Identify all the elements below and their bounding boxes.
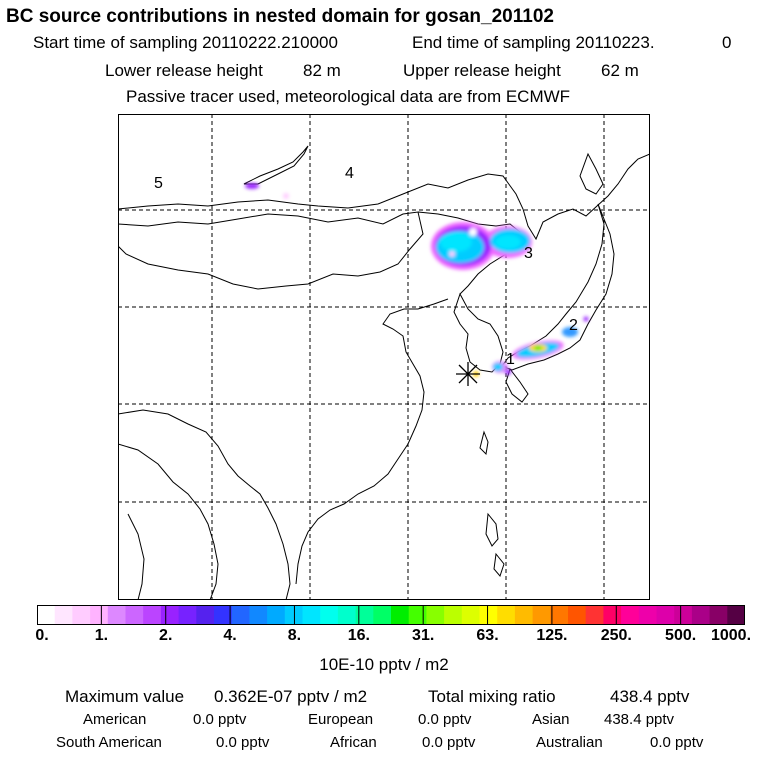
colorbar-cell bbox=[497, 605, 516, 625]
colorbar-cell bbox=[284, 605, 303, 625]
colorbar-cell bbox=[125, 605, 144, 625]
source-name-european: European bbox=[308, 711, 374, 728]
region-label-3: 3 bbox=[524, 245, 533, 262]
colorbar-cell bbox=[337, 605, 357, 625]
colorbar-tick-label: 125. bbox=[536, 627, 568, 644]
colorbar-tick-label: 4. bbox=[223, 627, 237, 644]
source-value-south-american: 0.0 pptv bbox=[216, 734, 270, 751]
plot-title: BC source contributions in nested domain… bbox=[6, 6, 554, 27]
colorbar-cell bbox=[214, 605, 233, 625]
colorbar-cell bbox=[302, 605, 321, 625]
source-name-south-american: South American bbox=[56, 734, 162, 751]
colorbar-cell bbox=[54, 605, 73, 625]
colorbar-cell bbox=[231, 605, 250, 625]
colorbar-tick-label: 0. bbox=[35, 627, 49, 644]
max-value: 0.362E-07 pptv / m2 bbox=[214, 687, 368, 706]
colorbar-cell bbox=[426, 605, 445, 625]
source-name-australian: Australian bbox=[536, 734, 603, 751]
region-label-4: 4 bbox=[345, 165, 354, 182]
colorbar-cell bbox=[196, 605, 215, 625]
colorbar-tick-label: 63. bbox=[476, 627, 499, 644]
source-name-african: African bbox=[330, 734, 377, 751]
source-value-european: 0.0 pptv bbox=[418, 711, 472, 728]
colorbar-cell bbox=[107, 605, 126, 625]
colorbar-cell bbox=[444, 605, 463, 625]
colorbar-cell bbox=[514, 605, 534, 625]
source-value-australian: 0.0 pptv bbox=[650, 734, 704, 751]
max-label: Maximum value bbox=[65, 687, 185, 706]
colorbar-tick-label: 16. bbox=[347, 627, 370, 644]
source-value-asian: 438.4 pptv bbox=[604, 711, 675, 728]
colorbar-cell bbox=[267, 605, 286, 625]
colorbar-tick-label: 31. bbox=[412, 627, 435, 644]
receptor-star-icon bbox=[456, 362, 480, 386]
colorbar-cell bbox=[72, 605, 91, 625]
colorbar-tick-label: 1000. bbox=[710, 627, 752, 644]
colorbar-cell bbox=[249, 605, 268, 625]
colorbar-cell bbox=[603, 605, 622, 625]
tracer-note: Passive tracer used, meteorological data… bbox=[126, 87, 571, 106]
colorbar-cell bbox=[37, 605, 56, 625]
colorbar-cell bbox=[550, 605, 569, 625]
colorbar-cell bbox=[355, 605, 374, 625]
region-label-1: 1 bbox=[506, 351, 515, 368]
colorbar-cell bbox=[160, 605, 180, 625]
colorbar-units: 10E-10 pptv / m2 bbox=[319, 655, 449, 674]
colorbar-cell bbox=[727, 605, 746, 625]
start-time: Start time of sampling 20110222.210000 bbox=[33, 33, 338, 52]
colorbar-cell bbox=[691, 605, 711, 625]
colorbar-cell bbox=[143, 605, 162, 625]
colorbar-cell bbox=[408, 605, 427, 625]
total-label: Total mixing ratio bbox=[428, 687, 556, 706]
source-map: 5 4 3 2 1 bbox=[118, 114, 650, 600]
colorbar-tick-label: 2. bbox=[159, 627, 173, 644]
colorbar-outline bbox=[37, 605, 745, 625]
colorbar-cell bbox=[674, 605, 693, 625]
source-name-american: American bbox=[83, 711, 147, 728]
colorbar bbox=[37, 605, 746, 625]
colorbar-cell bbox=[585, 605, 604, 625]
colorbar-cell bbox=[709, 605, 728, 625]
region-label-5: 5 bbox=[154, 175, 163, 192]
grid-lines bbox=[118, 114, 650, 600]
source-value-american: 0.0 pptv bbox=[193, 711, 247, 728]
colorbar-cell bbox=[461, 605, 480, 625]
colorbar-tick-label: 500. bbox=[665, 627, 697, 644]
colorbar-cell bbox=[320, 605, 339, 625]
region-label-2: 2 bbox=[569, 317, 578, 334]
colorbar-tick-label: 250. bbox=[600, 627, 632, 644]
plume-region-1-2 bbox=[473, 316, 589, 377]
colorbar-cell bbox=[178, 605, 197, 625]
colorbar-tick-label: 1. bbox=[94, 627, 109, 644]
colorbar-cell bbox=[621, 605, 640, 625]
colorbar-cell bbox=[532, 605, 551, 625]
plume-region-4-5 bbox=[245, 183, 289, 199]
lower-height-value: 82 m bbox=[303, 61, 341, 80]
plume-region-3 bbox=[431, 222, 532, 270]
upper-height-label: Upper release height bbox=[403, 61, 561, 80]
map-frame bbox=[118, 114, 650, 600]
colorbar-cell bbox=[479, 605, 498, 625]
source-value-african: 0.0 pptv bbox=[422, 734, 476, 751]
colorbar-cell bbox=[638, 605, 657, 625]
upper-height-value: 62 m bbox=[601, 61, 639, 80]
lower-height-label: Lower release height bbox=[105, 61, 263, 80]
colorbar-cell bbox=[656, 605, 675, 625]
total-value: 438.4 pptv bbox=[610, 687, 690, 706]
colorbar-tick-label: 8. bbox=[287, 627, 302, 644]
colorbar-cell bbox=[568, 605, 587, 625]
colorbar-cell bbox=[90, 605, 109, 625]
colorbar-cell bbox=[391, 605, 410, 625]
end-time-suffix: 0 bbox=[722, 33, 732, 52]
colorbar-cell bbox=[373, 605, 392, 625]
end-time: End time of sampling 20110223. bbox=[412, 33, 655, 52]
source-name-asian: Asian bbox=[532, 711, 570, 728]
